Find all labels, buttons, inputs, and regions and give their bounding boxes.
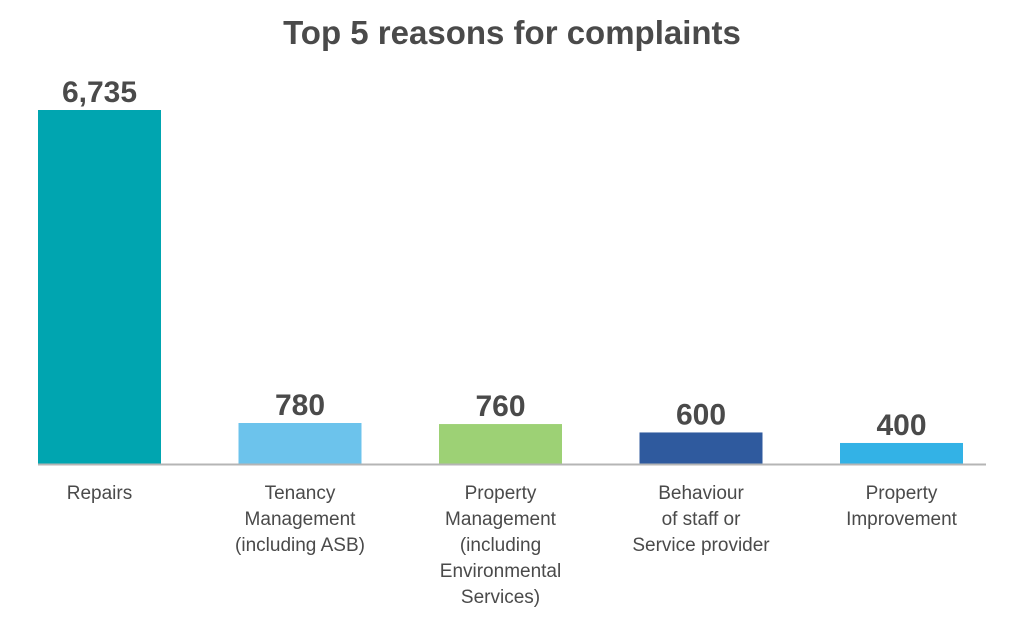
value-label-3: 760 xyxy=(475,390,525,423)
value-label-4: 600 xyxy=(676,398,726,431)
category-label-line: Management xyxy=(245,509,357,530)
category-label-line: Property xyxy=(465,483,537,504)
category-label-line: Repairs xyxy=(67,483,132,504)
bar-1 xyxy=(38,110,161,464)
chart-title: Top 5 reasons for complaints xyxy=(283,14,741,51)
value-label-5: 400 xyxy=(876,409,926,442)
value-label-1: 6,735 xyxy=(62,76,137,109)
category-label-line: of staff or xyxy=(662,509,742,530)
category-label-5: Property Improvement xyxy=(846,483,958,530)
value-label-2: 780 xyxy=(275,389,325,422)
category-label-1: Repairs xyxy=(67,483,132,504)
category-label-line: (including xyxy=(460,535,541,556)
category-label-line: Behaviour xyxy=(658,483,744,504)
category-label-line: Service provider xyxy=(632,535,770,556)
category-label-3: Property Management (including Environmenta… xyxy=(440,483,561,608)
value-labels-group: 6,735 780 760 600 400 xyxy=(62,76,927,442)
category-label-line: Property xyxy=(866,483,938,504)
bar-2 xyxy=(238,423,362,464)
bar-5 xyxy=(840,442,963,464)
bars-group xyxy=(38,110,963,464)
bar-3 xyxy=(439,424,562,464)
category-label-4: Behaviour of staff or Service provider xyxy=(632,483,770,556)
bar-4 xyxy=(639,432,763,464)
category-label-2: Tenancy Management (including ASB) xyxy=(235,483,365,556)
category-label-line: Improvement xyxy=(846,509,958,530)
category-label-line: (including ASB) xyxy=(235,535,365,556)
category-label-line: Tenancy xyxy=(265,483,336,504)
category-label-line: Management xyxy=(445,509,557,530)
category-label-line: Services) xyxy=(461,587,540,608)
category-label-line: Environmental xyxy=(440,561,561,582)
category-labels-group: Repairs Tenancy Management (including ASB) P… xyxy=(67,483,958,608)
